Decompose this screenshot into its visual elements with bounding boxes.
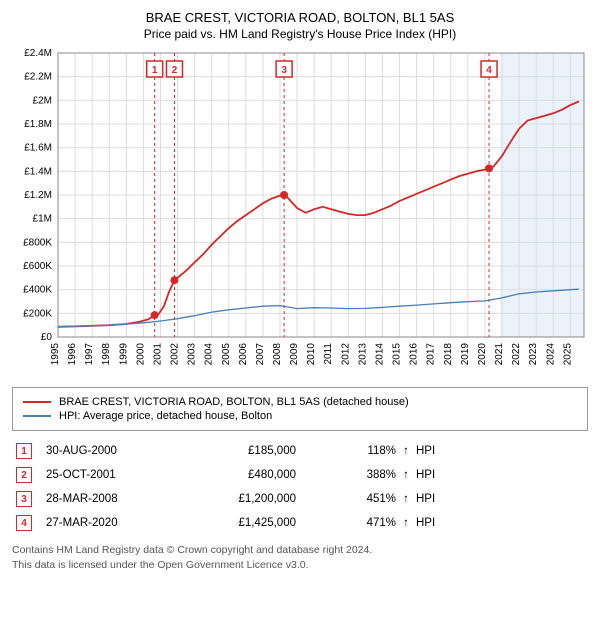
sale-pct: 471% — [326, 517, 396, 529]
sale-arrow: ↑ — [396, 493, 416, 505]
chart-title-main: BRAE CREST, VICTORIA ROAD, BOLTON, BL1 5… — [12, 10, 588, 25]
svg-text:£2.4M: £2.4M — [24, 48, 52, 59]
svg-text:2000: 2000 — [135, 343, 146, 366]
sales-row: 4 27-MAR-2020£1,425,000471%↑HPI — [12, 511, 588, 535]
svg-text:2014: 2014 — [374, 343, 385, 366]
footer-line-1: Contains HM Land Registry data © Crown c… — [12, 543, 588, 558]
sale-date: 27-MAR-2020 — [46, 517, 196, 529]
svg-text:1996: 1996 — [67, 343, 78, 366]
svg-text:2016: 2016 — [409, 343, 420, 366]
svg-text:3: 3 — [281, 65, 287, 76]
svg-text:2012: 2012 — [340, 343, 351, 366]
svg-text:2024: 2024 — [545, 343, 556, 366]
svg-text:£800K: £800K — [23, 237, 52, 248]
svg-text:2011: 2011 — [323, 343, 334, 365]
svg-text:2022: 2022 — [511, 343, 522, 366]
svg-text:2021: 2021 — [494, 343, 505, 366]
legend-row: BRAE CREST, VICTORIA ROAD, BOLTON, BL1 5… — [23, 396, 577, 408]
sale-arrow: ↑ — [396, 517, 416, 529]
svg-text:1997: 1997 — [84, 343, 95, 366]
sale-hpi: HPI — [416, 445, 456, 457]
footer: Contains HM Land Registry data © Crown c… — [12, 543, 588, 572]
sale-date: 28-MAR-2008 — [46, 493, 196, 505]
svg-text:2008: 2008 — [272, 343, 283, 366]
sale-date: 25-OCT-2001 — [46, 469, 196, 481]
sales-row: 3 28-MAR-2008£1,200,000451%↑HPI — [12, 487, 588, 511]
svg-text:2004: 2004 — [204, 343, 215, 366]
sale-price: £185,000 — [196, 445, 326, 457]
svg-text:2023: 2023 — [528, 343, 539, 366]
sale-date: 30-AUG-2000 — [46, 445, 196, 457]
legend-label: HPI: Average price, detached house, Bolt… — [59, 410, 272, 422]
svg-text:2001: 2001 — [152, 343, 163, 366]
sale-pct: 388% — [326, 469, 396, 481]
sale-marker: 1 — [16, 443, 32, 459]
svg-text:2020: 2020 — [477, 343, 488, 366]
sale-arrow: ↑ — [396, 445, 416, 457]
svg-text:£200K: £200K — [23, 308, 52, 319]
sale-pct: 118% — [326, 445, 396, 457]
sale-price: £480,000 — [196, 469, 326, 481]
svg-text:1995: 1995 — [50, 343, 61, 366]
svg-text:2005: 2005 — [221, 343, 232, 366]
sales-table: 130-AUG-2000£185,000118%↑HPI225-OCT-2001… — [12, 439, 588, 535]
svg-text:£1.2M: £1.2M — [24, 190, 52, 201]
sale-marker: 2 — [16, 467, 32, 483]
svg-text:1999: 1999 — [118, 343, 129, 366]
sale-hpi: HPI — [416, 493, 456, 505]
chart-title-sub: Price paid vs. HM Land Registry's House … — [12, 27, 588, 41]
chart-svg: £0 £200K £400K £600K £800K £1M £1.2M £1.4M £1.6M… — [12, 47, 588, 377]
svg-text:2003: 2003 — [187, 343, 198, 366]
sale-hpi: HPI — [416, 469, 456, 481]
legend-swatch — [23, 415, 51, 417]
svg-text:£400K: £400K — [23, 285, 52, 296]
sale-pct: 451% — [326, 493, 396, 505]
svg-text:£600K: £600K — [23, 261, 52, 272]
svg-text:2: 2 — [172, 65, 178, 76]
sale-price: £1,425,000 — [196, 517, 326, 529]
svg-text:2009: 2009 — [289, 343, 300, 366]
chart-container: BRAE CREST, VICTORIA ROAD, BOLTON, BL1 5… — [0, 0, 600, 582]
svg-text:£0: £0 — [41, 332, 53, 343]
legend-row: HPI: Average price, detached house, Bolt… — [23, 410, 577, 422]
sale-hpi: HPI — [416, 517, 456, 529]
svg-text:2017: 2017 — [426, 343, 437, 366]
svg-text:1: 1 — [152, 65, 158, 76]
chart-plot: £0 £200K £400K £600K £800K £1M £1.2M £1.4M £1.6M… — [12, 47, 588, 377]
svg-text:2015: 2015 — [392, 343, 403, 366]
svg-text:£1.8M: £1.8M — [24, 119, 52, 130]
sale-price: £1,200,000 — [196, 493, 326, 505]
svg-text:£1.6M: £1.6M — [24, 143, 52, 154]
svg-text:2019: 2019 — [460, 343, 471, 366]
svg-text:£2.2M: £2.2M — [24, 72, 52, 83]
svg-text:1998: 1998 — [101, 343, 112, 366]
svg-text:2025: 2025 — [562, 343, 573, 366]
svg-text:2010: 2010 — [306, 343, 317, 366]
sale-marker: 4 — [16, 515, 32, 531]
svg-text:2013: 2013 — [357, 343, 368, 366]
svg-text:2002: 2002 — [170, 343, 181, 366]
svg-text:2018: 2018 — [443, 343, 454, 366]
svg-text:4: 4 — [486, 65, 492, 76]
svg-text:2007: 2007 — [255, 343, 266, 366]
svg-text:£1M: £1M — [33, 214, 52, 225]
svg-text:£2M: £2M — [33, 95, 52, 106]
sales-row: 2 25-OCT-2001£480,000388%↑HPI — [12, 463, 588, 487]
footer-line-2: This data is licensed under the Open Gov… — [12, 558, 588, 573]
legend-swatch — [23, 401, 51, 403]
svg-text:£1.4M: £1.4M — [24, 166, 52, 177]
legend-label: BRAE CREST, VICTORIA ROAD, BOLTON, BL1 5… — [59, 396, 409, 408]
legend: BRAE CREST, VICTORIA ROAD, BOLTON, BL1 5… — [12, 387, 588, 431]
sale-marker: 3 — [16, 491, 32, 507]
sales-row: 1 30-AUG-2000£185,000118%↑HPI — [12, 439, 588, 463]
svg-text:2006: 2006 — [238, 343, 249, 366]
sale-arrow: ↑ — [396, 469, 416, 481]
